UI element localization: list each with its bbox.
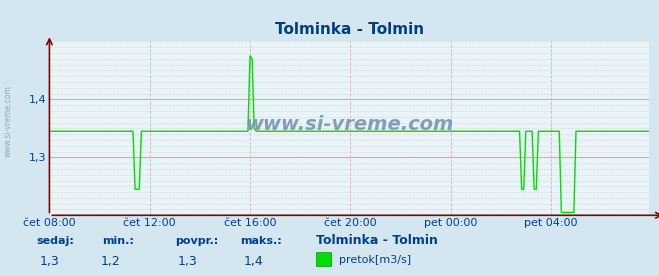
Text: sedaj:: sedaj: bbox=[36, 236, 74, 246]
Text: Tolminka - Tolmin: Tolminka - Tolmin bbox=[316, 234, 438, 247]
Text: pretok[m3/s]: pretok[m3/s] bbox=[339, 255, 411, 265]
Text: min.:: min.: bbox=[102, 236, 134, 246]
Text: maks.:: maks.: bbox=[241, 236, 282, 246]
Text: 1,3: 1,3 bbox=[40, 255, 59, 268]
Text: www.si-vreme.com: www.si-vreme.com bbox=[3, 86, 13, 157]
Text: 1,2: 1,2 bbox=[101, 255, 121, 268]
Text: povpr.:: povpr.: bbox=[175, 236, 218, 246]
Text: 1,4: 1,4 bbox=[244, 255, 264, 268]
Text: 1,3: 1,3 bbox=[178, 255, 198, 268]
Title: Tolminka - Tolmin: Tolminka - Tolmin bbox=[275, 22, 424, 38]
Text: www.si-vreme.com: www.si-vreme.com bbox=[245, 115, 453, 134]
